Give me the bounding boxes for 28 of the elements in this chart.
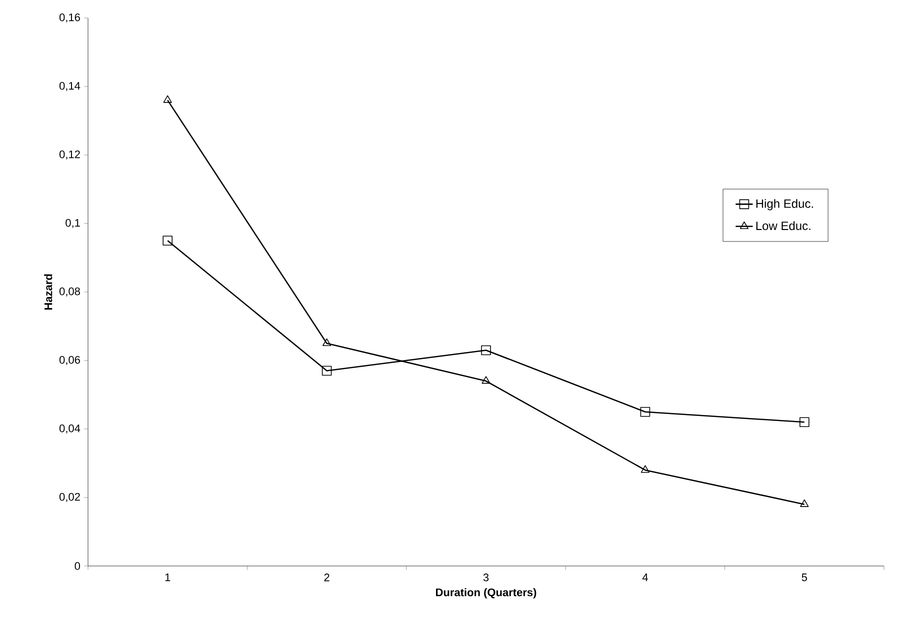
point	[640, 406, 650, 417]
y-tick-label: 0,02	[59, 492, 80, 502]
legend-label: Low Educ.	[756, 221, 810, 230]
point	[640, 465, 650, 473]
point	[162, 236, 173, 246]
point	[800, 499, 809, 507]
point	[322, 366, 332, 376]
y-tick-label: 0,14	[59, 82, 80, 92]
y-tick-label: 0,12	[59, 150, 80, 160]
x-axis-title: Duration (Quarters)	[436, 588, 536, 598]
point	[800, 417, 810, 428]
point	[482, 376, 490, 384]
x-tick-label: 1	[165, 574, 170, 582]
y-tick-label: 0,04	[59, 424, 80, 434]
point	[163, 95, 172, 103]
x-tick-label: 5	[802, 574, 807, 582]
point	[481, 345, 491, 356]
point	[322, 338, 332, 346]
x-tick-label: 2	[324, 574, 330, 582]
y-tick-label: 0,16	[59, 13, 80, 23]
y-tick-label: 0,08	[59, 287, 80, 297]
x-tick-label: 3	[483, 574, 489, 582]
y-tick-label: 0,1	[66, 218, 80, 228]
y-axis-title: Hazard	[44, 274, 52, 310]
legend-label: High Educ.	[756, 199, 813, 210]
x-tick-label: 4	[642, 574, 648, 582]
y-tick-label: 0,06	[59, 356, 80, 366]
y-tick-label: 0	[74, 562, 80, 570]
